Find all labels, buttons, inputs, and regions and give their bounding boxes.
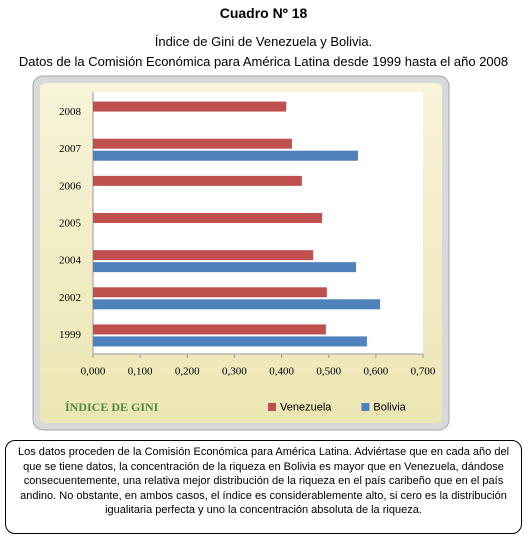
subtitle: Índice de Gini de Venezuela y Bolivia. — [154, 34, 373, 49]
bar — [93, 138, 292, 149]
bar — [93, 299, 381, 310]
bar — [93, 336, 367, 347]
title: Cuadro Nº 18 — [219, 5, 308, 21]
legend-label: Venezuela — [280, 401, 332, 413]
x-tick-label: 0,500 — [316, 366, 341, 378]
y-tick-label: 2004 — [59, 255, 82, 267]
x-tick-label: 0,200 — [175, 366, 200, 378]
chart: ÍNDICE DE GINI 0,000 0,100 0,200 0,300 0,400… — [32, 75, 450, 431]
bar — [93, 150, 358, 161]
x-tick-label: 0,700 — [411, 366, 436, 378]
bar — [93, 262, 357, 273]
bar — [93, 213, 323, 223]
bar — [93, 287, 327, 298]
bar — [93, 175, 302, 186]
x-axis-title: ÍNDICE DE GINI — [65, 400, 159, 414]
y-tick-label: 2005 — [59, 218, 82, 230]
y-tick-label: 2008 — [59, 106, 82, 118]
y-tick-label: 1999 — [59, 329, 82, 341]
note: Los datos proceden de la Comisión Económ… — [5, 440, 522, 534]
y-tick-label: 2007 — [59, 143, 82, 155]
source: Datos de la Comisión Económica para Amér… — [18, 54, 509, 69]
legend-label: Bolivia — [373, 401, 406, 413]
x-tick-label: 0,100 — [128, 366, 153, 378]
x-tick-label: 0,000 — [81, 366, 106, 378]
y-tick-label: 2006 — [59, 180, 82, 192]
x-tick-label: 0,600 — [363, 366, 388, 378]
bar — [93, 250, 314, 261]
x-tick-label: 0,300 — [222, 366, 247, 378]
bar — [93, 324, 326, 335]
x-tick-label: 0,400 — [269, 366, 294, 378]
y-tick-label: 2002 — [59, 292, 81, 304]
bar — [93, 101, 287, 112]
legend-swatch — [268, 403, 276, 411]
legend-swatch — [361, 403, 370, 411]
